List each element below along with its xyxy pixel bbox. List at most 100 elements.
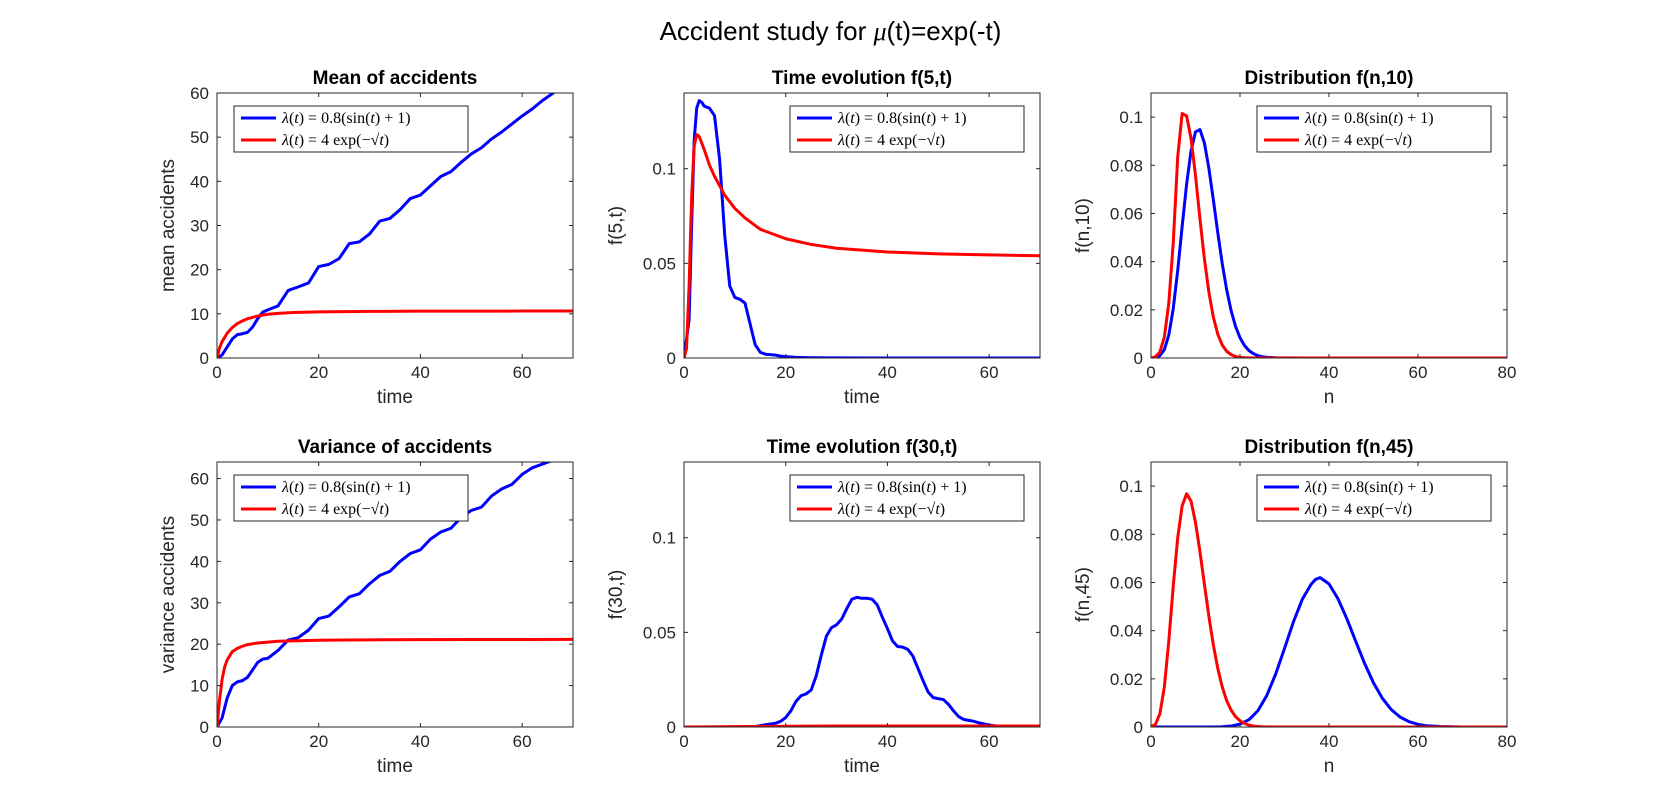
y-tick-label: 0.08: [1110, 525, 1143, 544]
axes-box: [216, 461, 574, 728]
x-tick-label: 60: [513, 732, 532, 751]
series-group: [217, 93, 573, 358]
legend: λ(t) = 0.8(sin(t) + 1) λ(t) = 4 exp(−√t): [789, 105, 1025, 153]
x-tick-label: 0: [679, 732, 688, 751]
legend-label-red: λ(t) = 4 exp(−√t): [281, 501, 389, 518]
y-tick-label: 0: [1134, 718, 1143, 737]
y-tick-label: 60: [190, 84, 209, 103]
legend: λ(t) = 0.8(sin(t) + 1) λ(t) = 4 exp(−√t): [233, 474, 469, 522]
y-tick-label: 0: [1134, 349, 1143, 368]
figure-title-suffix: (t)=exp(-t): [886, 16, 1002, 46]
x-tick-label: 40: [411, 363, 430, 382]
y-tick-label: 0.1: [1119, 477, 1143, 496]
y-tick-label: 30: [190, 217, 209, 236]
y-tick-label: 0.05: [643, 623, 676, 642]
legend-box: [789, 105, 1025, 153]
legend-label-red: λ(t) = 4 exp(−√t): [281, 132, 389, 149]
x-tick-label: 20: [1231, 363, 1250, 382]
x-tick-label: 80: [1498, 732, 1517, 751]
legend: λ(t) = 0.8(sin(t) + 1) λ(t) = 4 exp(−√t): [1256, 474, 1492, 522]
y-tick-label: 10: [190, 677, 209, 696]
plot-title: Mean of accidents: [313, 68, 478, 89]
y-tick-label: 0.08: [1110, 156, 1143, 175]
x-tick-label: 80: [1498, 363, 1517, 382]
series-line-blue: [217, 93, 556, 358]
x-axis-label: n: [1324, 387, 1335, 408]
x-tick-label: 0: [1146, 363, 1155, 382]
y-tick-label: 0.02: [1110, 301, 1143, 320]
x-tick-label: 40: [1320, 363, 1339, 382]
plot-title: Time evolution f(30,t): [767, 437, 958, 458]
y-tick-label: 0: [667, 349, 676, 368]
x-tick-label: 40: [878, 732, 897, 751]
y-tick-label: 0.06: [1110, 573, 1143, 592]
y-tick-label: 0: [667, 718, 676, 737]
plot-title: Distribution f(n,45): [1245, 437, 1414, 458]
y-tick-label: 20: [190, 261, 209, 280]
x-tick-label: 40: [1320, 732, 1339, 751]
x-tick-label: 60: [1409, 732, 1428, 751]
series-group: [684, 99, 1040, 358]
y-tick-label: 0.04: [1110, 253, 1143, 272]
y-tick-label: 0.02: [1110, 670, 1143, 689]
y-tick-label: 40: [190, 552, 209, 571]
y-tick-label: 0: [200, 349, 209, 368]
legend-label-red: λ(t) = 4 exp(−√t): [837, 501, 945, 518]
legend-label-blue: λ(t) = 0.8(sin(t) + 1): [281, 110, 411, 127]
series-line-red: [217, 309, 573, 358]
y-tick-label: 0.1: [1119, 108, 1143, 127]
legend-box: [233, 105, 469, 153]
x-tick-label: 20: [776, 363, 795, 382]
figure-title: Accident study for μ(t)=exp(-t): [0, 16, 1661, 47]
y-axis-label: f(5,t): [606, 206, 627, 245]
x-tick-label: 60: [980, 363, 999, 382]
x-tick-label: 20: [309, 732, 328, 751]
legend: λ(t) = 0.8(sin(t) + 1) λ(t) = 4 exp(−√t): [233, 105, 469, 153]
series-line-blue: [217, 462, 553, 727]
y-axis-label: f(n,45): [1073, 567, 1094, 622]
x-tick-label: 40: [411, 732, 430, 751]
x-tick-label: 40: [878, 363, 897, 382]
legend-box: [233, 474, 469, 522]
legend-label-red: λ(t) = 4 exp(−√t): [837, 132, 945, 149]
legend: λ(t) = 0.8(sin(t) + 1) λ(t) = 4 exp(−√t): [1256, 105, 1492, 153]
x-tick-label: 0: [212, 363, 221, 382]
figure-title-prefix: Accident study for: [659, 16, 874, 46]
x-tick-label: 0: [212, 732, 221, 751]
x-tick-label: 0: [679, 363, 688, 382]
x-tick-label: 20: [1231, 732, 1250, 751]
series-line-red: [684, 133, 1040, 358]
y-tick-label: 50: [190, 128, 209, 147]
series-line-red: [217, 637, 573, 727]
figure-title-symbol: μ: [873, 17, 887, 46]
y-axis-label: f(30,t): [606, 570, 627, 620]
x-tick-label: 60: [1409, 363, 1428, 382]
series-group: [217, 462, 573, 727]
y-axis-label: variance accidents: [158, 516, 179, 673]
y-axis-label: f(n,10): [1073, 198, 1094, 253]
legend: λ(t) = 0.8(sin(t) + 1) λ(t) = 4 exp(−√t): [789, 474, 1025, 522]
legend-label-red: λ(t) = 4 exp(−√t): [1304, 132, 1412, 149]
series-line-blue: [684, 99, 1040, 358]
axes-box: [683, 461, 1041, 728]
legend-label-blue: λ(t) = 0.8(sin(t) + 1): [1304, 479, 1434, 496]
axes-box: [683, 92, 1041, 359]
plot-title: Time evolution f(5,t): [772, 68, 952, 89]
legend-label-blue: λ(t) = 0.8(sin(t) + 1): [1304, 110, 1434, 127]
y-axis-label: mean accidents: [158, 159, 179, 292]
y-tick-label: 0.1: [652, 529, 676, 548]
legend-box: [1256, 474, 1492, 522]
legend-box: [1256, 105, 1492, 153]
series-line-blue: [1151, 576, 1507, 727]
x-axis-label: time: [844, 756, 880, 777]
plot-title: Variance of accidents: [298, 437, 492, 458]
x-tick-label: 0: [1146, 732, 1155, 751]
x-tick-label: 20: [309, 363, 328, 382]
